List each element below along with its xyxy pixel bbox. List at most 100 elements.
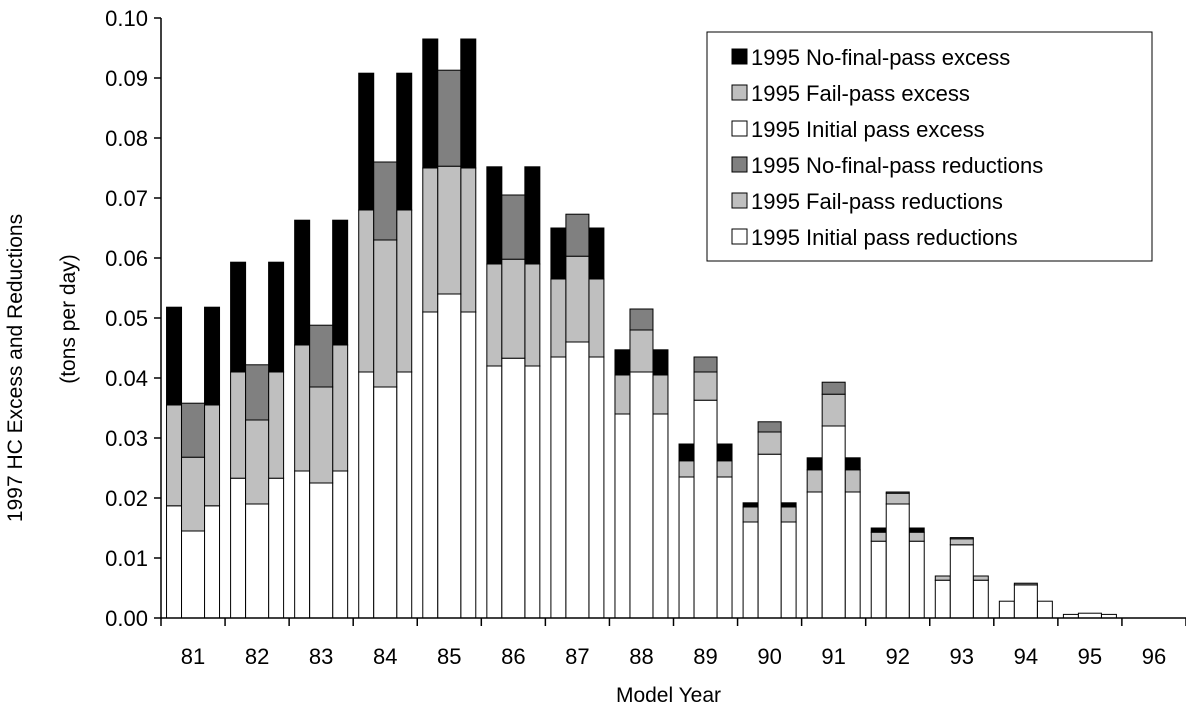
- excess-bar-left-segment: [230, 477, 247, 619]
- reduction-bar-segment: [245, 503, 270, 619]
- excess-bar-left-segment: [614, 413, 631, 619]
- excess-bar-left-segment: [294, 344, 311, 472]
- reduction-bar-segment: [309, 324, 334, 388]
- reduction-bar-segment: [181, 456, 206, 532]
- y-tick-labels: 0.00 0.01 0.02 0.03 0.04 0.05 0.06 0.07 0.08 0.09…: [105, 6, 161, 631]
- legend: 1995 No-final-pass excess 1995 Fail-pass …: [706, 31, 1153, 262]
- excess-bar-left-segment: [358, 72, 375, 211]
- excess-bar-left-segment: [422, 38, 439, 169]
- y-axis-title-line1: 1997 HC Excess and Reductions: [4, 214, 27, 522]
- excess-bar-left-segment: [614, 349, 631, 376]
- reduction-bar-segment: [1013, 582, 1038, 586]
- reduction-bar-segment: [437, 69, 462, 167]
- legend-box: [706, 31, 1153, 262]
- excess-bar-right-segment: [844, 491, 861, 619]
- excess-bar-right-segment: [204, 404, 221, 507]
- reduction-bar-segment: [245, 364, 270, 421]
- reduction-bar-segment: [501, 194, 526, 260]
- excess-bar-left-segment: [870, 540, 887, 619]
- legend-swatch: [731, 48, 748, 65]
- x-tick-label: 83: [309, 644, 333, 669]
- excess-bar-left-segment: [998, 600, 1015, 619]
- y-tick-label: 0.04: [105, 366, 148, 391]
- excess-bar-left-segment: [358, 209, 375, 373]
- excess-bar-right-segment: [268, 477, 285, 619]
- excess-bar-left-segment: [422, 167, 439, 313]
- excess-bar-left-segment: [934, 575, 951, 581]
- reduction-bar-segment: [629, 371, 654, 619]
- legend-label: 1995 No-final-pass reductions: [751, 153, 1043, 178]
- excess-bar-right-segment: [460, 38, 477, 169]
- reduction-bar-segment: [565, 255, 590, 343]
- reduction-bar-segment: [821, 393, 846, 427]
- reduction-bar-segment: [373, 161, 398, 241]
- reduction-bar-segment: [885, 491, 910, 494]
- excess-bar-left-segment: [486, 166, 503, 265]
- reduction-bar-segment: [373, 386, 398, 619]
- excess-bar-right-segment: [780, 502, 797, 508]
- x-tick-label: 82: [245, 644, 269, 669]
- x-tick-label: 95: [1078, 644, 1102, 669]
- excess-bar-left-segment: [870, 531, 887, 542]
- y-tick-label: 0.06: [105, 246, 148, 271]
- excess-bar-right-segment: [716, 460, 733, 478]
- reduction-bar-segment: [309, 482, 334, 619]
- excess-bar-right-segment: [396, 209, 413, 373]
- legend-swatch: [731, 228, 748, 245]
- excess-bar-right-segment: [396, 72, 413, 211]
- y-tick-label: 0.03: [105, 426, 148, 451]
- excess-bar-right-segment: [844, 469, 861, 493]
- reduction-bar-segment: [885, 503, 910, 619]
- excess-bar-left-segment: [486, 365, 503, 619]
- excess-bar-right-segment: [908, 540, 925, 619]
- excess-bar-left-segment: [550, 227, 567, 280]
- x-tick-label: 89: [693, 644, 717, 669]
- excess-bar-left-segment: [806, 457, 823, 471]
- y-tick-label: 0.09: [105, 66, 148, 91]
- excess-bar-right-segment: [908, 527, 925, 533]
- excess-bar-left-segment: [230, 371, 247, 479]
- reduction-bar-segment: [309, 386, 334, 484]
- excess-bar-left-segment: [870, 527, 887, 533]
- excess-bar-left-segment: [422, 311, 439, 619]
- reduction-bar-segment: [565, 341, 590, 619]
- excess-bar-left-segment: [678, 476, 695, 619]
- excess-bar-left-segment: [230, 261, 247, 373]
- reduction-bar-segment: [501, 357, 526, 619]
- reduction-bar-segment: [949, 537, 974, 540]
- excess-bar-left-segment: [550, 278, 567, 358]
- legend-swatch: [731, 156, 748, 173]
- x-tick-label: 91: [821, 644, 845, 669]
- excess-bar-right-segment: [588, 278, 605, 358]
- excess-bar-right-segment: [268, 261, 285, 373]
- reduction-bar-segment: [757, 421, 782, 433]
- y-tick-label: 0.08: [105, 126, 148, 151]
- excess-bar-right-segment: [524, 166, 541, 265]
- excess-bar-right-segment: [844, 457, 861, 471]
- excess-bar-right-segment: [332, 219, 349, 346]
- excess-bar-left-segment: [678, 443, 695, 462]
- excess-bar-right-segment: [204, 505, 221, 619]
- reduction-bar-segment: [437, 293, 462, 619]
- y-tick-label: 0.07: [105, 186, 148, 211]
- excess-bar-right-segment: [460, 167, 477, 313]
- legend-swatch: [731, 120, 748, 137]
- excess-bar-left-segment: [358, 371, 375, 619]
- excess-bar-left-segment: [806, 491, 823, 619]
- reduction-bar-segment: [181, 530, 206, 619]
- reduction-bar-segment: [949, 538, 974, 546]
- reduction-bar-segment: [821, 425, 846, 619]
- excess-bar-right-segment: [972, 575, 989, 581]
- excess-bar-right-segment: [716, 476, 733, 619]
- x-tick-label: 90: [757, 644, 781, 669]
- excess-bar-left-segment: [934, 579, 951, 619]
- excess-bar-right-segment: [652, 349, 669, 376]
- excess-bar-left-segment: [742, 502, 759, 508]
- y-axis-title-line2: (tons per day): [57, 254, 80, 384]
- y-tick-label: 0.00: [105, 606, 148, 631]
- x-tick-label: 85: [437, 644, 461, 669]
- y-tick-label: 0.01: [105, 546, 148, 571]
- x-tick-label: 84: [373, 644, 397, 669]
- legend-label: 1995 Initial pass excess: [751, 117, 985, 142]
- x-tick-label: 86: [501, 644, 525, 669]
